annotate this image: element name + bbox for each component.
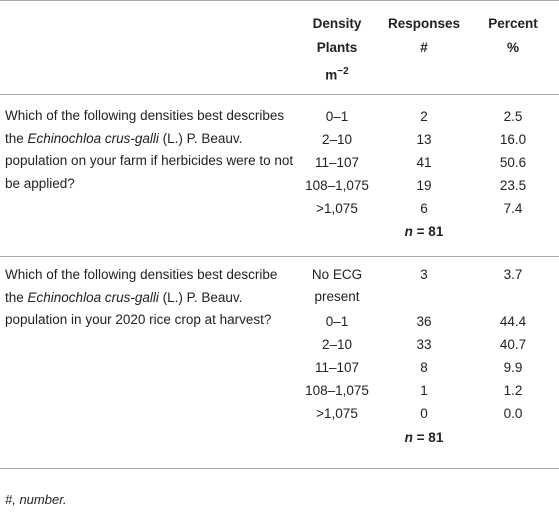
s2-responses-2: 33	[416, 337, 432, 352]
s2-percent-5: 0.0	[503, 406, 523, 421]
section-rule	[0, 256, 559, 257]
s1-density-1: 2–10	[321, 132, 353, 147]
s1-percent-0: 2.5	[503, 109, 523, 124]
s1-responses-1: 13	[416, 132, 432, 147]
s2-responses-0: 3	[420, 267, 428, 282]
s1-percent-2: 50.6	[499, 155, 527, 170]
s2-responses-5: 0	[420, 406, 428, 421]
col-header-responses: Responses #	[387, 16, 461, 55]
s1-percent-4: 7.4	[503, 201, 523, 216]
s2-percent-1: 44.4	[499, 314, 527, 329]
s1-percent-1: 16.0	[499, 132, 527, 147]
footnote: #, number.	[5, 492, 67, 507]
s1-responses-0: 2	[420, 109, 428, 124]
s2-percent-3: 9.9	[503, 360, 523, 375]
s2-percent-2: 40.7	[499, 337, 527, 352]
s2-percent-0: 3.7	[503, 267, 523, 282]
s2-density-4: 108–1,075	[305, 383, 369, 398]
question-2: Which of the following densities best de…	[5, 267, 278, 327]
bottom-rule	[0, 468, 559, 469]
s1-density-3: 108–1,075	[305, 178, 369, 193]
s2-density-0: No ECG present	[311, 267, 363, 304]
s1-responses-4: 6	[420, 201, 428, 216]
s2-density-2: 2–10	[321, 337, 353, 352]
header-rule	[0, 94, 559, 95]
s1-percent-3: 23.5	[499, 178, 527, 193]
top-rule	[0, 0, 559, 1]
s2-density-5: >1,075	[316, 406, 358, 421]
col-header-percent: Percent %	[488, 16, 538, 55]
s1-density-4: >1,075	[316, 201, 358, 216]
s1-responses-2: 41	[416, 155, 432, 170]
question-1: Which of the following densities best de…	[5, 108, 294, 191]
s1-responses-3: 19	[416, 178, 432, 193]
s2-percent-4: 1.2	[503, 383, 523, 398]
s2-sample-size: n = 81	[404, 430, 444, 445]
s2-responses-3: 8	[420, 360, 428, 375]
s1-density-0: 0–1	[325, 109, 349, 124]
col-header-density: Density Plants m−2	[312, 16, 362, 83]
s2-responses-4: 1	[420, 383, 428, 398]
s2-density-1: 0–1	[325, 314, 349, 329]
s1-sample-size: n = 81	[404, 224, 444, 239]
s2-responses-1: 36	[416, 314, 432, 329]
s1-density-2: 11–107	[314, 155, 360, 170]
s2-density-3: 11–107	[314, 360, 360, 375]
